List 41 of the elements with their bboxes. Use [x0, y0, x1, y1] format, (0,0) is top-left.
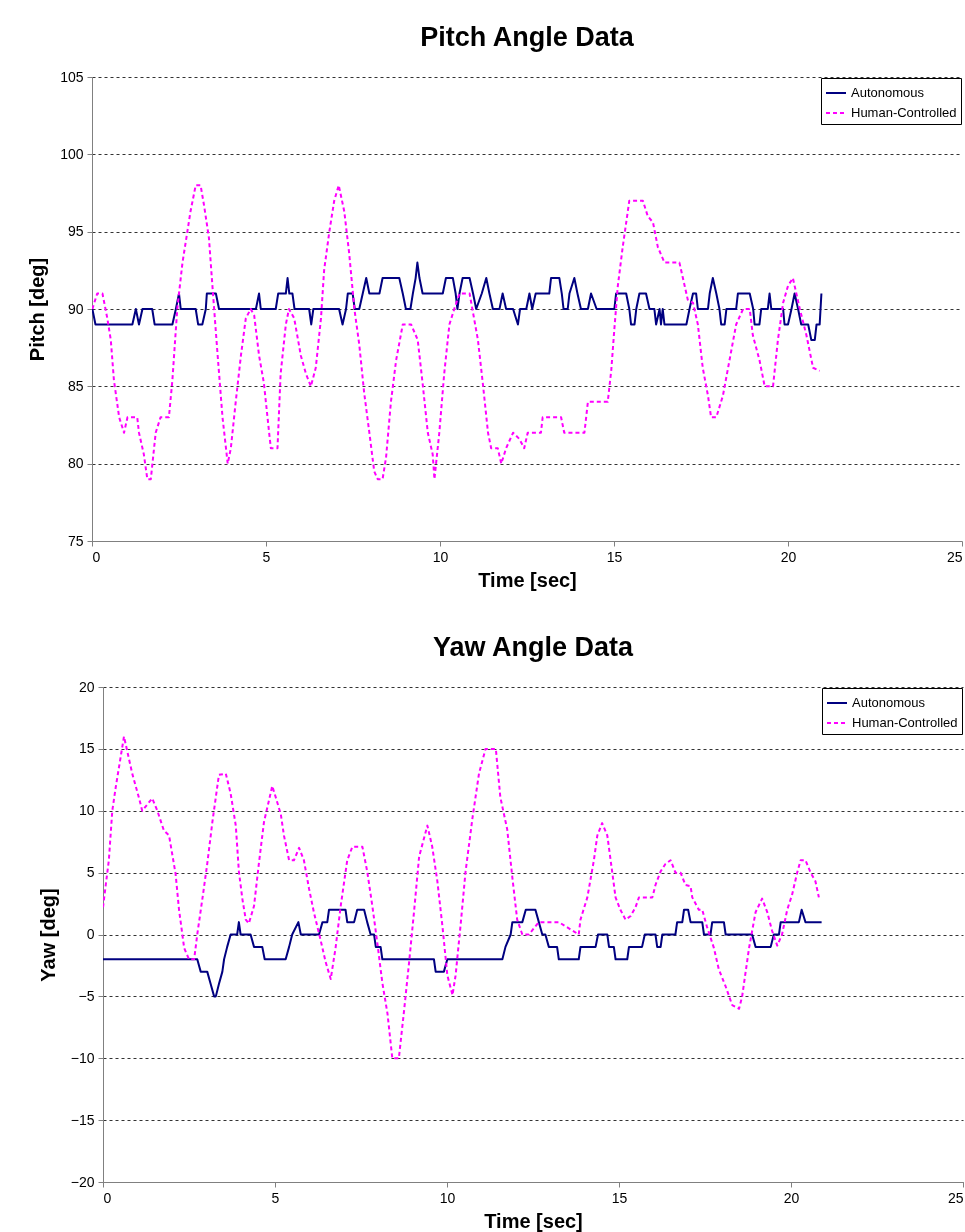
x-tick-label: 15 — [606, 548, 623, 565]
line-series — [103, 735, 820, 1060]
y-tick-label: 85 — [67, 377, 84, 394]
y-axis-title: Pitch [deg] — [26, 257, 49, 362]
y-tick-label: 80 — [67, 455, 84, 472]
y-axis-title: Yaw [deg] — [36, 888, 59, 982]
y-tick-label: −5 — [78, 987, 95, 1004]
x-tick-label: 25 — [947, 1189, 964, 1206]
x-tick-label: 20 — [783, 1189, 800, 1206]
y-tick-label: 75 — [67, 532, 84, 549]
x-axis-title: Time [sec] — [478, 568, 577, 591]
y-tick-label: −20 — [70, 1173, 95, 1190]
legend-label: Human-Controlled — [852, 715, 958, 730]
y-tick-label: 100 — [60, 145, 84, 162]
x-axis-title: Time [sec] — [484, 1209, 583, 1232]
line-series — [103, 908, 823, 998]
x-tick-label: 10 — [432, 548, 449, 565]
chart-title: Pitch Angle Data — [420, 22, 635, 52]
y-tick-label: 95 — [67, 223, 84, 240]
x-tick-label: 25 — [946, 548, 963, 565]
x-tick-label: 10 — [439, 1189, 456, 1206]
x-tick-label: 15 — [611, 1189, 628, 1206]
y-tick-label: 15 — [78, 740, 95, 757]
line-series — [92, 261, 823, 341]
y-tick-label: −10 — [70, 1049, 95, 1066]
line-series — [92, 184, 821, 481]
y-tick-label: 105 — [60, 68, 84, 85]
y-tick-label: 20 — [78, 678, 95, 695]
x-tick-label: 0 — [103, 1189, 112, 1206]
y-tick-label: 0 — [86, 926, 95, 942]
legend-label: Autonomous — [851, 85, 925, 100]
x-tick-label: 5 — [271, 1189, 280, 1206]
y-tick-label: 5 — [86, 864, 95, 881]
x-tick-label: 20 — [780, 548, 797, 565]
legend-label: Human-Controlled — [851, 105, 957, 120]
legend-label: Autonomous — [852, 695, 926, 710]
y-tick-label: −15 — [70, 1111, 95, 1128]
y-tick-label: 10 — [78, 802, 95, 819]
chart-title: Yaw Angle Data — [432, 632, 635, 662]
y-tick-label: 90 — [67, 300, 84, 317]
x-tick-label: 5 — [262, 548, 271, 565]
